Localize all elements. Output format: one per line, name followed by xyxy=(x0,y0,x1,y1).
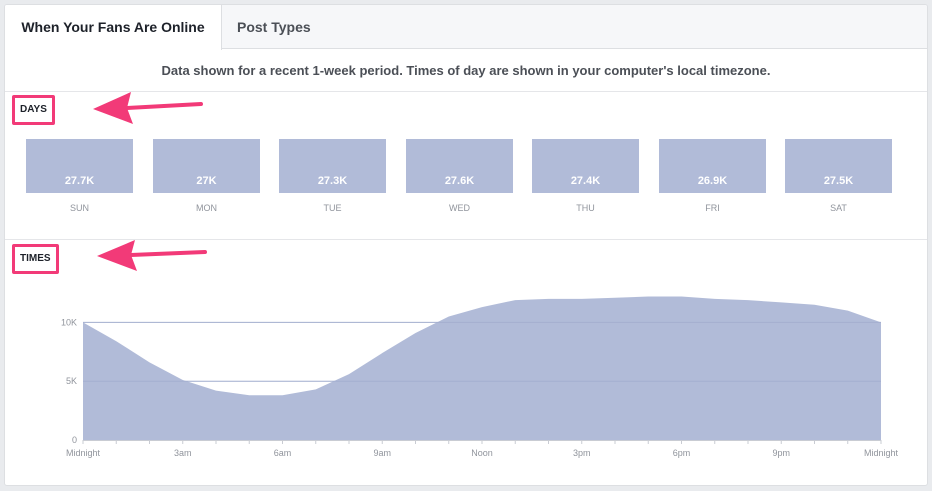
x-tick-label: 6pm xyxy=(673,448,691,458)
day-value-label: 27.7K xyxy=(64,175,95,187)
day-value-label: 27.5K xyxy=(823,175,854,187)
x-tick-label: Midnight xyxy=(864,448,899,458)
section-divider xyxy=(5,91,927,92)
day-block-mon: 27K xyxy=(153,139,260,193)
x-tick-label: 9pm xyxy=(772,448,790,458)
day-block-tue: 27.3K xyxy=(279,139,386,193)
day-label-sat: SAT xyxy=(830,203,847,213)
day-block-sun: 27.7K xyxy=(26,139,133,193)
day-block-wed: 27.6K xyxy=(406,139,513,193)
y-tick-label: 10K xyxy=(61,317,77,327)
day-label-sun: SUN xyxy=(69,203,89,213)
x-tick-label: 6am xyxy=(274,448,292,458)
tab-bar: When Your Fans Are Online Post Types xyxy=(5,5,927,50)
timezone-notice: Data shown for a recent 1-week period. T… xyxy=(161,63,771,78)
day-label-fri: FRI xyxy=(705,203,720,213)
times-section-label: TIMES xyxy=(12,244,59,274)
day-value-label: 27K xyxy=(196,175,217,187)
tab-post-types[interactable]: Post Types xyxy=(237,19,311,35)
day-label-wed: WED xyxy=(449,203,470,213)
day-block-thu: 27.4K xyxy=(532,139,639,193)
y-tick-label: 5K xyxy=(66,376,77,386)
x-tick-label: 3pm xyxy=(573,448,591,458)
day-label-tue: TUE xyxy=(323,203,342,213)
x-tick-label: Midnight xyxy=(66,448,101,458)
day-value-label: 27.4K xyxy=(570,175,601,187)
x-tick-label: 9am xyxy=(373,448,391,458)
insights-panel: When Your Fans Are Online Post Types Dat… xyxy=(4,4,928,486)
day-label-thu: THU xyxy=(576,203,595,213)
tab-when-fans-online[interactable]: When Your Fans Are Online xyxy=(5,5,222,50)
x-tick-label: 3am xyxy=(174,448,192,458)
day-value-label: 27.6K xyxy=(444,175,475,187)
days-section-label: DAYS xyxy=(12,95,55,125)
times-area-series xyxy=(83,296,881,440)
y-tick-label: 0 xyxy=(72,435,77,445)
day-value-label: 27.3K xyxy=(317,175,348,187)
day-block-sat: 27.5K xyxy=(785,139,892,193)
pointer-arrow-icon xyxy=(97,240,207,271)
pointer-arrow-icon xyxy=(93,92,203,124)
day-value-label: 26.9K xyxy=(697,175,728,187)
day-block-fri: 26.9K xyxy=(659,139,766,193)
section-divider xyxy=(5,239,927,240)
day-label-mon: MON xyxy=(196,203,217,213)
times-area-chart: 0 5K 10K Midnight 3am 6am 9am Noon 3pm 6pm 9pm Midn… xyxy=(61,296,899,458)
x-tick-label: Noon xyxy=(471,448,493,458)
